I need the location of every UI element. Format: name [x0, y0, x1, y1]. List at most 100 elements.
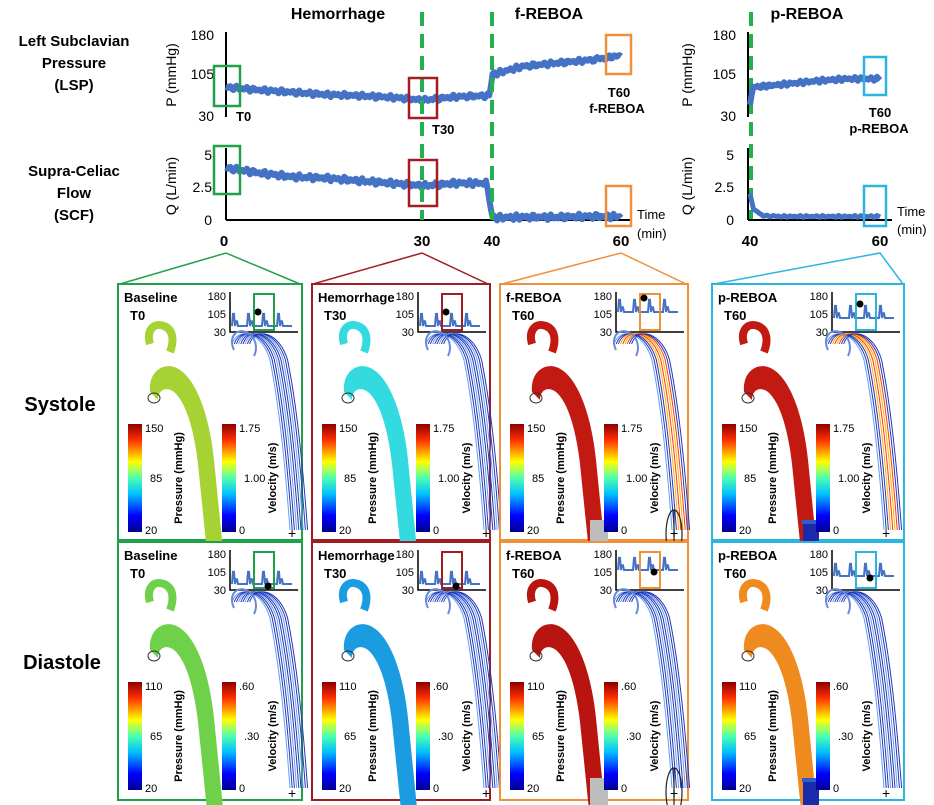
t0-box-lsp: [212, 64, 242, 108]
velocity-tick-min: 0: [621, 525, 627, 537]
inset-axes: [417, 550, 486, 591]
occluded-segment: [590, 778, 608, 805]
velocity-tick-min: 0: [621, 783, 627, 795]
pressure-tick-min: 20: [527, 525, 539, 537]
inset-tick-30: 30: [816, 327, 828, 339]
velocity-streamline: [249, 333, 309, 531]
artery-pressure-model: [343, 624, 417, 805]
inset-tick-105: 105: [810, 567, 828, 579]
velocity-tick-max: .60: [433, 681, 448, 693]
catheter-tip-cross: +: [670, 525, 678, 541]
pressure-tick-mid: 85: [532, 473, 544, 485]
panel-condition-label: Baseline: [124, 548, 177, 563]
velocity-branch: [824, 588, 851, 615]
scf-tick-5: 5: [204, 147, 212, 163]
velocity-colorbar: [604, 682, 618, 790]
artery-branch-vessel: [339, 579, 371, 612]
lsp-right-tick-30: 30: [720, 108, 736, 124]
zoom-connector-baseline: [119, 252, 301, 285]
inset-waveform: [617, 298, 678, 313]
pressure-tick-max: 110: [339, 681, 357, 693]
inset-highlight-box: [639, 551, 661, 589]
pressure-colorbar: [510, 682, 524, 790]
t60-freboa-annotation-1: T60: [608, 85, 630, 100]
inset-highlight-box: [639, 293, 661, 331]
pressure-tick-mid: 85: [744, 473, 756, 485]
catheter-tip-cross: +: [882, 785, 890, 801]
velocity-branch: [612, 330, 639, 357]
panel-time-label: T0: [130, 308, 145, 323]
inset-marker-dot: [264, 582, 272, 590]
artery-branch-vessel: [739, 321, 771, 354]
systole-row-label: Systole: [24, 394, 95, 416]
velocity-tick-max: .60: [621, 681, 636, 693]
simulation-panels: Baseline T0 180 105 30 +150 85 20 1.75 1.00 0 Press…: [117, 283, 905, 805]
zoom-connector-preboa: [713, 252, 904, 285]
scf-right-tick-0: 0: [726, 212, 734, 228]
inset-waveform: [833, 304, 894, 319]
scf-chart-right: Q (L/min) 5 2.5 0 40 60 Time (min): [679, 147, 927, 250]
velocity-colorbar-label: Velocity (m/s): [649, 700, 661, 771]
panel-systole-3: p-REBOA T60 180 105 30 +150 85 20 1.75 1.00 0 Press…: [711, 283, 905, 564]
inset-highlight-box: [855, 551, 877, 589]
inset-marker-dot: [640, 294, 648, 302]
t60-box-lsp-freboa: [604, 33, 633, 76]
artery-pressure-model: [149, 366, 224, 562]
pressure-colorbar: [322, 424, 336, 532]
pressure-colorbar: [128, 682, 142, 790]
inset-tick-105: 105: [594, 567, 612, 579]
inset-tick-30: 30: [816, 585, 828, 597]
inset-tick-180: 180: [594, 549, 612, 561]
pressure-colorbar: [510, 424, 524, 532]
panel-diastole-0: Baseline T0 180 105 30 +110 65 20 .60 .30 0 Pressur…: [117, 541, 309, 805]
t30-box-lsp: [407, 76, 439, 120]
inset-marker-dot: [650, 568, 658, 576]
inset-axes: [615, 292, 684, 333]
catheter-tip-cross: +: [482, 785, 490, 801]
velocity-colorbar: [222, 682, 236, 790]
inset-waveform: [617, 556, 678, 571]
panel-condition-label: Hemorrhage: [318, 548, 395, 563]
x-tick-60: 60: [613, 233, 630, 250]
velocity-tick-mid: 1.00: [244, 473, 265, 485]
x-tick-right-60: 60: [872, 233, 889, 250]
panel-time-label: T30: [324, 566, 346, 581]
artery-inlet: [741, 650, 755, 662]
velocity-colorbar-label: Velocity (m/s): [267, 442, 279, 513]
pressure-colorbar-label: Pressure (mmHg): [173, 432, 185, 524]
inset-tick-180: 180: [208, 549, 226, 561]
lsp-chart-left: P (mmHg) 180 105 30: [163, 27, 623, 124]
inset-marker-dot: [856, 300, 864, 308]
pressure-tick-max: 150: [145, 423, 163, 435]
velocity-colorbar: [604, 424, 618, 532]
panel-time-label: T60: [512, 308, 534, 323]
artery-branch-vessel: [527, 321, 559, 354]
velocity-tick-min: 0: [433, 783, 439, 795]
diastole-row-label: Diastole: [23, 652, 101, 674]
pressure-colorbar-label: Pressure (mmHg): [173, 690, 185, 782]
artery-inlet: [529, 650, 543, 662]
t60-box-scf-freboa: [604, 184, 633, 228]
lsp-label-line1: Left Subclavian: [19, 33, 130, 50]
velocity-tick-max: 1.75: [621, 423, 642, 435]
artery-branch-vessel: [339, 321, 371, 354]
panel-time-label: T30: [324, 308, 346, 323]
pressure-tick-mid: 65: [744, 731, 756, 743]
scf-trace-hemorrhage-freboa: [224, 163, 624, 224]
velocity-branch: [230, 330, 257, 357]
pressure-tick-min: 20: [527, 783, 539, 795]
velocity-branch: [824, 330, 851, 357]
velocity-tick-min: 0: [239, 783, 245, 795]
velocity-branch: [424, 330, 451, 357]
velocity-tick-min: 0: [833, 525, 839, 537]
inset-waveform: [419, 312, 480, 327]
inset-axes: [417, 292, 486, 333]
t30-box-scf: [407, 158, 439, 208]
velocity-tick-mid: 1.00: [838, 473, 859, 485]
pressure-tick-min: 20: [339, 525, 351, 537]
velocity-tick-min: 0: [239, 525, 245, 537]
artery-inlet: [529, 392, 543, 404]
lsp-label-line2: Pressure: [42, 55, 106, 72]
artery-inlet: [147, 392, 161, 404]
